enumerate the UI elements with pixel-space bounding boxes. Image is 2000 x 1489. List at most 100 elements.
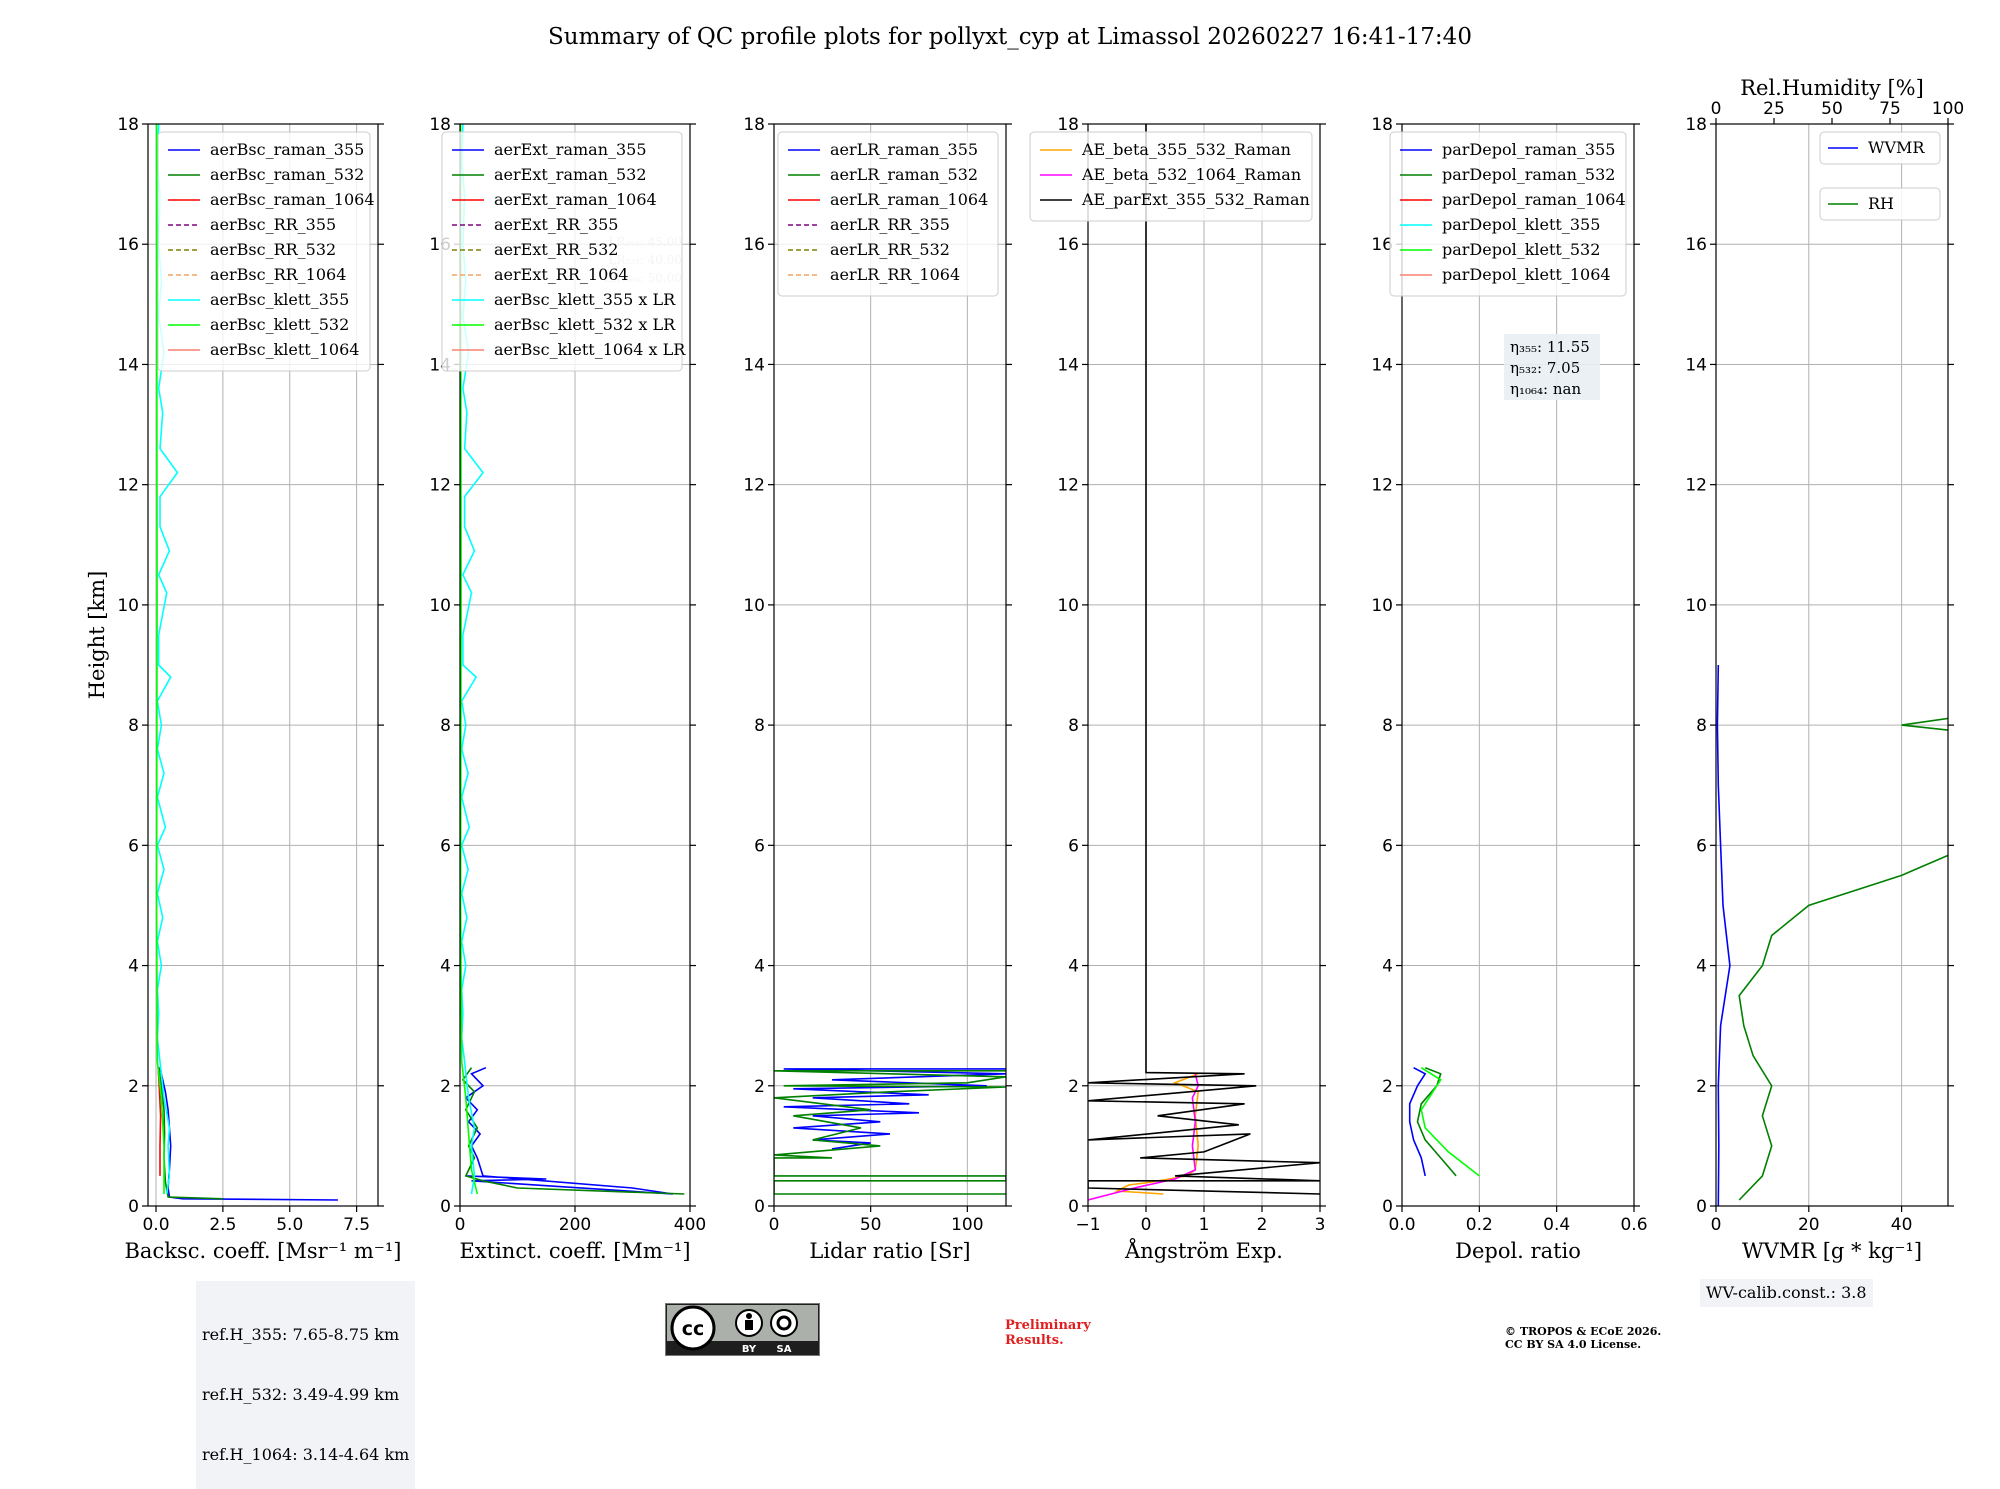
legend-label: parDepol_klett_1064: [1442, 265, 1611, 284]
y-tick-label: 12: [429, 476, 451, 496]
legend-label: aerBsc_raman_355: [210, 140, 364, 159]
x-tick-label: 0.0: [142, 1215, 169, 1235]
y-tick-label: 18: [117, 115, 139, 135]
y-tick-label: 6: [754, 836, 765, 856]
legend-label: aerLR_raman_355: [830, 140, 978, 159]
legend-label: AE_beta_532_1064_Raman: [1081, 165, 1301, 184]
x-tick-label: 0: [1711, 1215, 1722, 1235]
x-tick-label: 3: [1315, 1215, 1326, 1235]
y-tick-label: 12: [1371, 476, 1393, 496]
eta-value: η₃₅₅: 11.55: [1510, 338, 1590, 356]
y-tick-label: 12: [1057, 476, 1079, 496]
x-tick-label: 40: [1891, 1215, 1913, 1235]
x-tick-label: 0: [1141, 1215, 1152, 1235]
y-tick-label: 2: [128, 1077, 139, 1097]
x-tick-label: 0.6: [1620, 1215, 1647, 1235]
ref-height-1064: ref.H_1064: 3.14-4.64 km: [202, 1445, 410, 1464]
series-RH: [1738, 717, 1948, 1201]
x-tick-label: 50: [860, 1215, 882, 1235]
y-tick-label: 0: [128, 1197, 139, 1217]
series-parDepol_raman_532: [1416, 1066, 1457, 1177]
x-tick-label: 0: [455, 1215, 466, 1235]
y-tick-label: 18: [743, 115, 765, 135]
legend-label: aerLR_raman_1064: [830, 190, 988, 209]
y-tick-label: 16: [1371, 235, 1393, 255]
x-tick-label: 20: [1798, 1215, 1820, 1235]
y-tick-label: 12: [1685, 476, 1707, 496]
legend-label: aerExt_RR_355: [494, 215, 618, 234]
legend-label: parDepol_raman_355: [1442, 140, 1615, 159]
license-by-label: BY: [742, 1344, 757, 1355]
eta-value: η₁₀₆₄: nan: [1510, 380, 1581, 398]
y-tick-label: 8: [1068, 716, 1079, 736]
x-tick-label: 0.0: [1388, 1215, 1415, 1235]
y-tick-label: 0: [1068, 1197, 1079, 1217]
x-tick-label: 0: [769, 1215, 780, 1235]
series-AE_beta_532_1064_Raman: [1088, 1073, 1200, 1201]
legend-label: aerLR_RR_1064: [830, 265, 960, 284]
y-tick-label: 6: [1068, 836, 1079, 856]
legend-box: [441, 131, 683, 372]
series-parDepol_raman_355: [1408, 1066, 1427, 1177]
x-tick-label: 2.5: [209, 1215, 236, 1235]
legend-label: parDepol_klett_532: [1442, 240, 1600, 259]
panel-bsc: 0 2 4 6 8 10 12 14 16 18 0.0 2.5 5.0 7.5 Backsc. coeff…: [117, 115, 401, 1263]
cc-license-badge: cc BY SA: [665, 1303, 820, 1356]
legend-label: WVMR: [1868, 138, 1925, 157]
legend-label: parDepol_raman_532: [1442, 165, 1615, 184]
legend-label: aerBsc_klett_1064 x LR: [494, 340, 686, 359]
legend-label: aerBsc_klett_532: [210, 315, 349, 334]
license-sa-label: SA: [777, 1344, 792, 1355]
series-WVMR: [1716, 664, 1731, 1206]
x-axis-label: Ångström Exp.: [1124, 1238, 1283, 1263]
x-tick-label: 100: [951, 1215, 983, 1235]
y-tick-label: 8: [128, 716, 139, 736]
y-tick-label: 6: [1696, 836, 1707, 856]
axes-frame: [147, 123, 379, 1207]
x-axis-label: Backsc. coeff. [Msr⁻¹ m⁻¹]: [125, 1239, 402, 1263]
y-tick-label: 8: [754, 716, 765, 736]
legend-label: aerBsc_klett_1064: [210, 340, 359, 359]
y-tick-label: 14: [743, 355, 765, 375]
y-tick-label: 4: [1696, 957, 1707, 977]
legend-box: [777, 131, 999, 297]
y-tick-label: 14: [117, 355, 139, 375]
copyright-line-1: © TROPOS & ECoE 2026.: [1505, 1325, 1662, 1338]
legend-label: aerLR_RR_532: [830, 240, 950, 259]
series-aerExt_raman_355: [464, 1066, 673, 1195]
y-tick-label: 18: [1057, 115, 1079, 135]
y-axis-label: Height [km]: [85, 571, 109, 700]
legend-label: parDepol_klett_355: [1442, 215, 1600, 234]
legend-label: RH: [1868, 194, 1894, 213]
panel-depol: 0 2 4 6 8 10 12 14 16 18 0.0 0.2 0.4 0.6 Depol. ratio p…: [1371, 115, 1647, 1263]
top-tick-label: 50: [1821, 99, 1843, 119]
axes-frame: [1715, 123, 1949, 1207]
y-tick-label: 10: [117, 596, 139, 616]
preliminary-results-note: Preliminary Results.: [1005, 1318, 1091, 1348]
x-tick-label: 7.5: [343, 1215, 370, 1235]
x-axis-label: Extinct. coeff. [Mm⁻¹]: [459, 1239, 690, 1263]
y-tick-label: 16: [743, 235, 765, 255]
sa-icon: [770, 1309, 798, 1337]
legend-label: aerBsc_klett_355 x LR: [494, 290, 676, 309]
y-tick-label: 10: [1371, 596, 1393, 616]
top-tick-label: 100: [1932, 99, 1964, 119]
top-tick-label: 0: [1711, 99, 1722, 119]
x-axis-label: WVMR [g * kg⁻¹]: [1742, 1239, 1922, 1263]
y-tick-label: 12: [117, 476, 139, 496]
legend-label: parDepol_raman_1064: [1442, 190, 1626, 209]
y-tick-label: 0: [440, 1197, 451, 1217]
x-tick-label: 0.4: [1543, 1215, 1570, 1235]
y-tick-label: 4: [440, 957, 451, 977]
svg-text:cc: cc: [682, 1318, 705, 1340]
legend-label: aerLR_RR_355: [830, 215, 950, 234]
figure: Summary of QC profile plots for pollyxt_…: [85, 24, 1964, 1263]
top-axis-label: Rel.Humidity [%]: [1740, 76, 1924, 100]
axes-frame: [1401, 123, 1635, 1207]
copyright-note: © TROPOS & ECoE 2026. CC BY SA 4.0 Licen…: [1505, 1325, 1661, 1351]
legend-label: aerBsc_klett_355: [210, 290, 349, 309]
ref-height-355: ref.H_355: 7.65-8.75 km: [202, 1325, 400, 1344]
x-tick-label: 400: [674, 1215, 706, 1235]
eta-value: η₅₃₂: 7.05: [1510, 359, 1580, 377]
y-tick-label: 0: [754, 1197, 765, 1217]
